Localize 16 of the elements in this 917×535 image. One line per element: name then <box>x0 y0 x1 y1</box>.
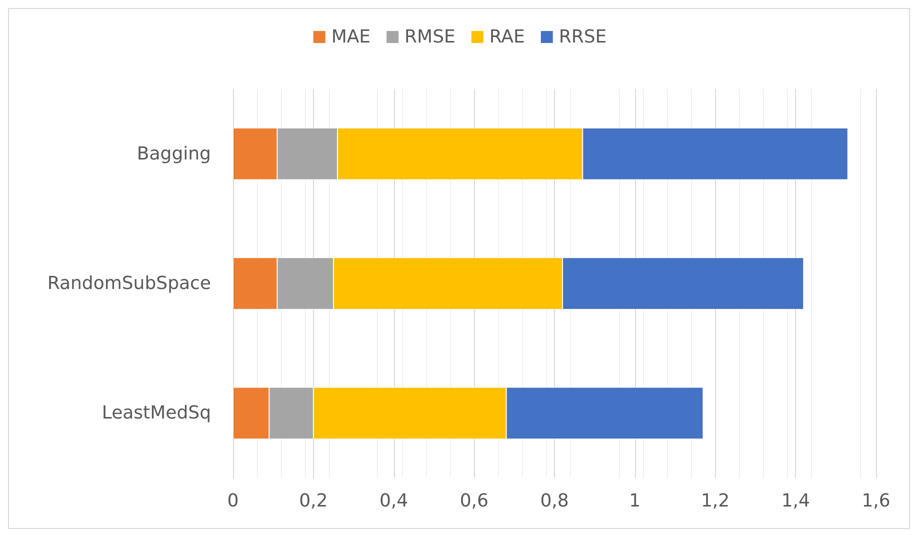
x-tick-label: 1,6 <box>862 490 890 512</box>
y-tick-label: RandomSubSpace <box>47 273 211 294</box>
x-tick-label: 1 <box>629 490 641 512</box>
legend-label: RMSE <box>404 26 456 48</box>
x-tick-label: 0,6 <box>460 490 488 512</box>
legend-label: RAE <box>489 26 525 48</box>
x-tick-label: 0,8 <box>540 490 569 512</box>
legend-label: MAE <box>331 26 371 48</box>
legend-label: RRSE <box>558 26 607 48</box>
x-tick-label: 1,4 <box>781 490 810 512</box>
y-tick-label: LeastMedSq <box>102 402 211 424</box>
x-tick-label: 0 <box>227 490 239 512</box>
x-tick-label: 1,2 <box>700 490 730 512</box>
y-tick-label: Bagging <box>136 143 211 164</box>
x-tick-label: 0,2 <box>299 490 328 512</box>
x-tick-label: 0,4 <box>379 490 408 512</box>
